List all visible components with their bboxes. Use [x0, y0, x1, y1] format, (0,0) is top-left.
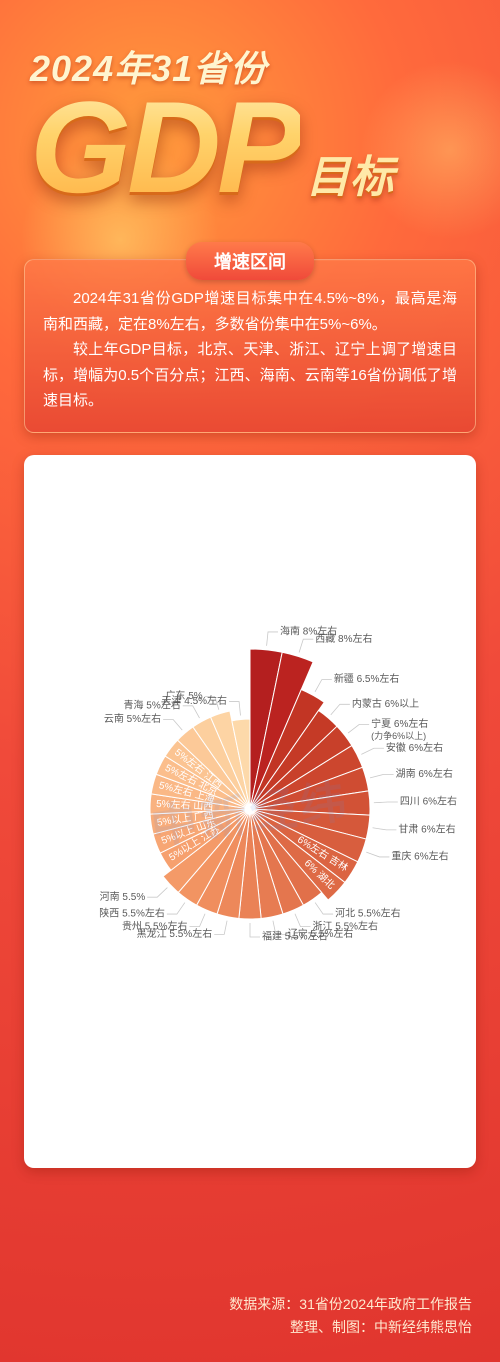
footer: 数据来源：31省份2024年政府工作报告 整理、制图：中新经纬熊思怡	[229, 1293, 472, 1338]
header: 2024年31省份 GDP 目标	[0, 0, 500, 222]
section-tab: 增速区间	[186, 242, 314, 280]
svg-text:甘肃 6%左右: 甘肃 6%左右	[398, 822, 455, 835]
credit-text: 中新经纬熊思怡	[374, 1319, 472, 1335]
desc-p2: 较上年GDP目标，北京、天津、浙江、辽宁上调了增速目标，增幅为0.5个百分点；江…	[43, 337, 457, 414]
svg-text:天津 4.5%左右: 天津 4.5%左右	[161, 694, 227, 707]
svg-text:陕西 5.5%左右: 陕西 5.5%左右	[99, 906, 165, 919]
svg-text:湖南 6%左右: 湖南 6%左右	[396, 767, 453, 780]
chart-card: 中新经纬 海南 8%左右西藏 8%左右新疆 6.5%左右内蒙古 6%以上宁夏 6…	[24, 455, 476, 1168]
svg-text:云南 5%左右: 云南 5%左右	[104, 712, 161, 725]
desc-p1: 2024年31省份GDP增速目标集中在4.5%~8%，最高是海南和西藏，定在8%…	[43, 286, 457, 337]
svg-text:贵州 5.5%左右: 贵州 5.5%左右	[122, 919, 188, 932]
credit-label: 整理、制图：	[290, 1319, 374, 1335]
source-text: 31省份2024年政府工作报告	[299, 1296, 472, 1312]
svg-text:四川 6%左右: 四川 6%左右	[400, 794, 457, 807]
title-gdp: GDP	[30, 82, 300, 212]
section: 增速区间 2024年31省份GDP增速目标集中在4.5%~8%，最高是海南和西藏…	[24, 242, 476, 433]
polar-chart: 海南 8%左右西藏 8%左右新疆 6.5%左右内蒙古 6%以上宁夏 6%左右(力…	[30, 469, 470, 1149]
svg-text:新疆 6.5%左右: 新疆 6.5%左右	[334, 672, 400, 685]
svg-text:西藏 8%左右: 西藏 8%左右	[315, 631, 372, 644]
svg-text:安徽 6%左右: 安徽 6%左右	[386, 740, 443, 753]
title-sub: 目标	[306, 141, 394, 205]
svg-text:(力争6%以上): (力争6%以上)	[371, 729, 426, 740]
svg-text:内蒙古 6%以上: 内蒙古 6%以上	[352, 696, 419, 709]
svg-text:重庆 6%左右: 重庆 6%左右	[391, 849, 448, 862]
svg-text:福建 5.5%左右: 福建 5.5%左右	[262, 929, 328, 942]
svg-text:宁夏 6%左右: 宁夏 6%左右	[371, 717, 428, 730]
svg-text:河南 5.5%: 河南 5.5%	[100, 889, 146, 902]
source-label: 数据来源：	[229, 1296, 299, 1312]
description-box: 2024年31省份GDP增速目标集中在4.5%~8%，最高是海南和西藏，定在8%…	[24, 259, 476, 433]
svg-text:河北 5.5%左右: 河北 5.5%左右	[335, 906, 401, 919]
